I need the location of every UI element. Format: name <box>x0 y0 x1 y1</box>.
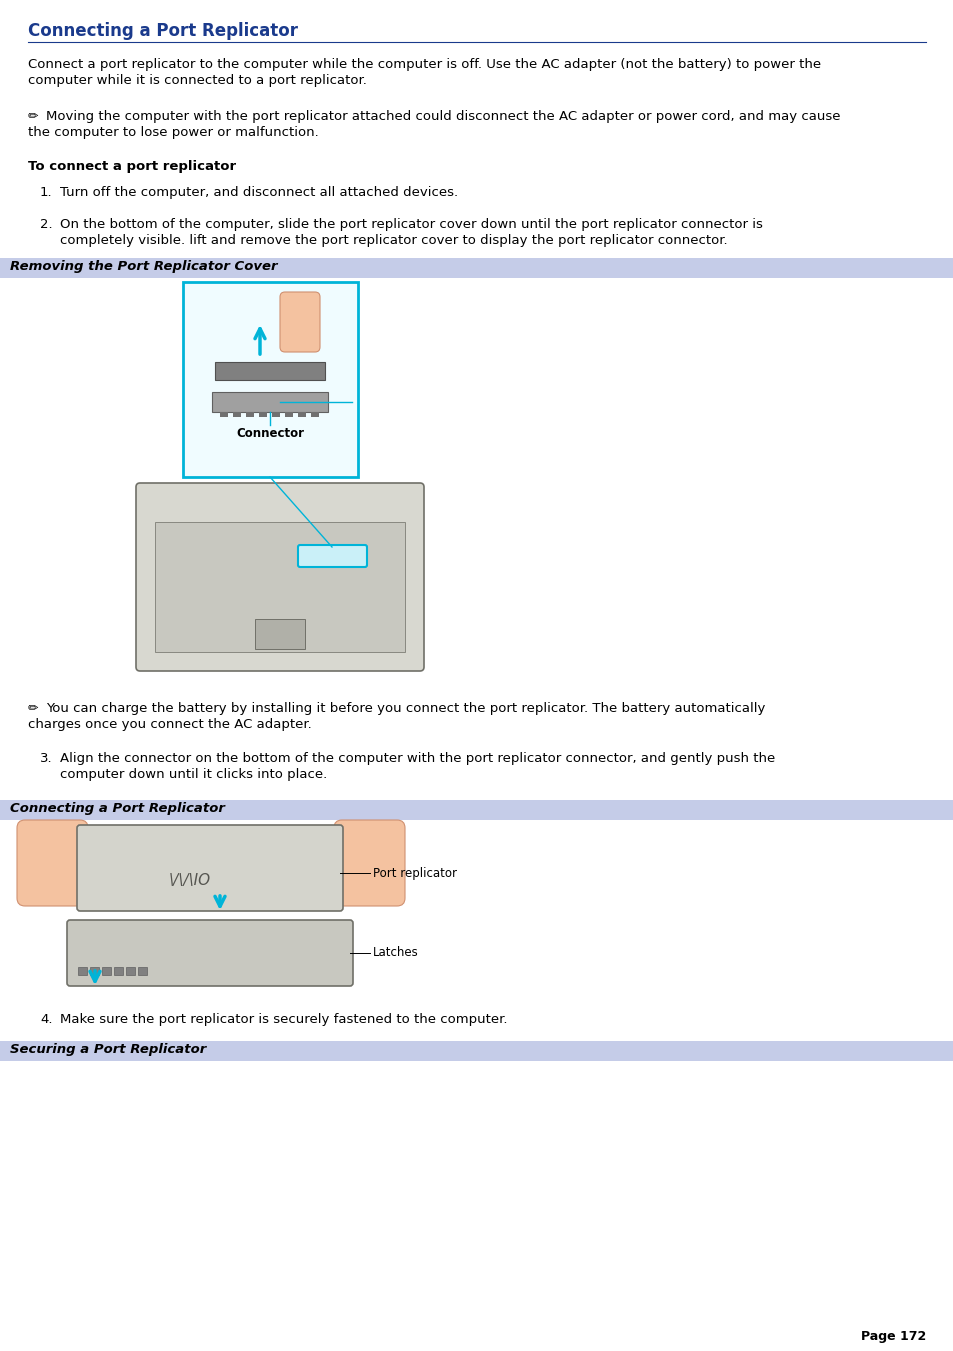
Text: To connect a port replicator: To connect a port replicator <box>28 159 236 173</box>
Bar <box>0 258 953 278</box>
Text: 1.: 1. <box>40 186 52 199</box>
Text: On the bottom of the computer, slide the port replicator cover down until the po: On the bottom of the computer, slide the… <box>60 218 762 231</box>
Bar <box>233 412 241 417</box>
FancyBboxPatch shape <box>77 825 343 911</box>
Text: Port replicator: Port replicator <box>373 866 456 880</box>
Text: Page 172: Page 172 <box>860 1329 925 1343</box>
Bar <box>258 412 267 417</box>
Text: Moving the computer with the port replicator attached could disconnect the AC ad: Moving the computer with the port replic… <box>46 109 840 123</box>
FancyBboxPatch shape <box>183 282 357 477</box>
Text: Make sure the port replicator is securely fastened to the computer.: Make sure the port replicator is securel… <box>60 1013 507 1025</box>
Text: 3.: 3. <box>40 753 52 765</box>
Text: Removing the Port Replicator Cover: Removing the Port Replicator Cover <box>10 259 277 273</box>
Bar <box>102 967 111 975</box>
Text: Turn off the computer, and disconnect all attached devices.: Turn off the computer, and disconnect al… <box>60 186 457 199</box>
Text: \/\/\IO: \/\/\IO <box>169 873 211 888</box>
Text: ✏: ✏ <box>28 703 38 715</box>
Text: Connecting a Port Replicator: Connecting a Port Replicator <box>28 22 297 41</box>
Bar <box>113 967 123 975</box>
Bar <box>0 1042 953 1061</box>
Text: computer while it is connected to a port replicator.: computer while it is connected to a port… <box>28 74 367 86</box>
Text: charges once you connect the AC adapter.: charges once you connect the AC adapter. <box>28 717 312 731</box>
Bar <box>311 412 318 417</box>
FancyBboxPatch shape <box>297 544 367 567</box>
FancyBboxPatch shape <box>136 484 423 671</box>
Text: Align the connector on the bottom of the computer with the port replicator conne: Align the connector on the bottom of the… <box>60 753 775 765</box>
Bar <box>138 967 147 975</box>
Bar <box>254 619 305 648</box>
Text: Latches: Latches <box>373 947 418 959</box>
Text: 4.: 4. <box>40 1013 52 1025</box>
Text: the computer to lose power or malfunction.: the computer to lose power or malfunctio… <box>28 126 318 139</box>
FancyBboxPatch shape <box>280 292 319 353</box>
Text: 2.: 2. <box>40 218 52 231</box>
Bar <box>285 412 293 417</box>
Text: ✏: ✏ <box>28 109 38 123</box>
Text: Connecting a Port Replicator: Connecting a Port Replicator <box>10 802 225 815</box>
Bar <box>297 412 306 417</box>
FancyBboxPatch shape <box>214 362 325 380</box>
Text: Securing a Port Replicator: Securing a Port Replicator <box>10 1043 206 1056</box>
Bar <box>78 967 87 975</box>
Text: computer down until it clicks into place.: computer down until it clicks into place… <box>60 767 327 781</box>
FancyBboxPatch shape <box>17 820 88 907</box>
FancyBboxPatch shape <box>212 392 328 412</box>
Bar <box>272 412 280 417</box>
Text: You can charge the battery by installing it before you connect the port replicat: You can charge the battery by installing… <box>46 703 764 715</box>
FancyBboxPatch shape <box>67 920 353 986</box>
Bar <box>90 967 99 975</box>
Bar <box>246 412 253 417</box>
Bar <box>154 521 405 653</box>
Bar <box>126 967 135 975</box>
Text: Connect a port replicator to the computer while the computer is off. Use the AC : Connect a port replicator to the compute… <box>28 58 821 72</box>
FancyBboxPatch shape <box>334 820 405 907</box>
Text: Connector: Connector <box>235 427 304 440</box>
Bar <box>0 800 953 820</box>
Bar <box>220 412 228 417</box>
Text: completely visible. lift and remove the port replicator cover to display the por: completely visible. lift and remove the … <box>60 234 727 247</box>
